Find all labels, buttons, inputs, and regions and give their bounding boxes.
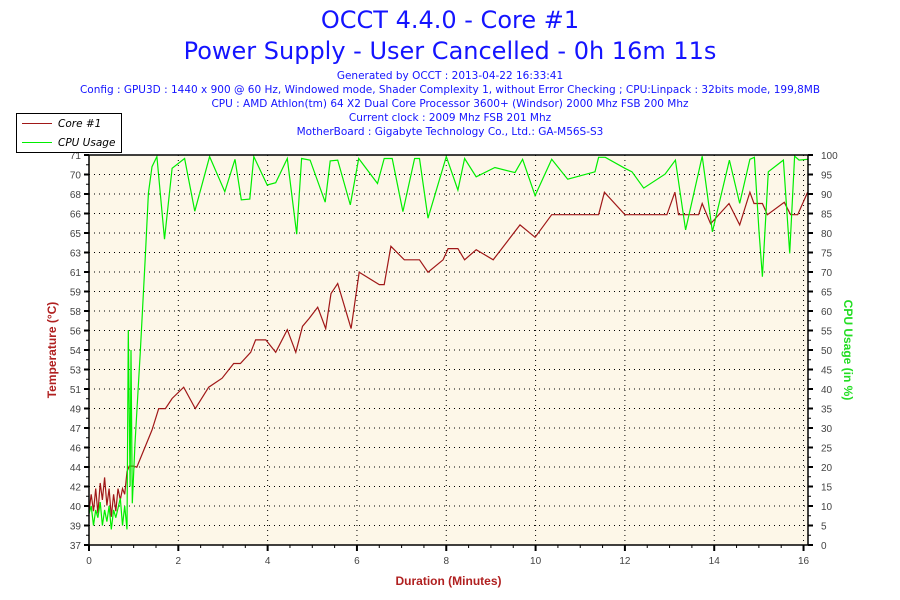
y2-tick-label: 60 bbox=[821, 307, 833, 318]
y2-tick-label: 45 bbox=[821, 366, 833, 377]
y-tick-label: 37 bbox=[70, 541, 82, 552]
y-tick-label: 40 bbox=[70, 502, 82, 513]
y-tick-label: 68 bbox=[70, 190, 82, 201]
legend-label-cpu: CPU Usage bbox=[58, 136, 116, 149]
legend-item-core: Core #1 bbox=[17, 114, 121, 133]
y-tick-label: 49 bbox=[70, 405, 82, 416]
y2-tick-label: 40 bbox=[821, 385, 833, 396]
chart-subtitle: Power Supply - User Cancelled - 0h 16m 1… bbox=[183, 37, 717, 65]
chart-title: OCCT 4.4.0 - Core #1 bbox=[320, 6, 580, 34]
y2-tick-label: 50 bbox=[821, 346, 833, 357]
y-tick-label: 59 bbox=[70, 288, 82, 299]
y-tick-label: 42 bbox=[70, 483, 82, 494]
y2-tick-label: 100 bbox=[821, 151, 838, 162]
x-tick-label: 8 bbox=[443, 556, 449, 567]
generated-info: Generated by OCCT : 2013-04-22 16:33:41 bbox=[336, 70, 564, 82]
y-tick-label: 71 bbox=[70, 151, 82, 162]
y-tick-label: 51 bbox=[70, 385, 82, 396]
y2-tick-label: 30 bbox=[821, 424, 833, 435]
y2-tick-label: 75 bbox=[821, 249, 833, 260]
y2-tick-label: 90 bbox=[821, 190, 833, 201]
y2-tick-label: 25 bbox=[821, 444, 833, 455]
legend-swatch-core bbox=[22, 123, 52, 124]
y-tick-label: 47 bbox=[70, 424, 82, 435]
clock-info: Current clock : 2009 Mhz FSB 201 Mhz bbox=[348, 112, 552, 124]
series-line-cpu-usage bbox=[88, 154, 808, 530]
x-tick-label: 16 bbox=[798, 556, 810, 567]
x-tick-label: 2 bbox=[176, 556, 182, 567]
y-tick-label: 53 bbox=[70, 366, 82, 377]
y-tick-label: 61 bbox=[70, 268, 82, 279]
legend-swatch-cpu bbox=[22, 142, 52, 143]
y-tick-label: 66 bbox=[70, 210, 82, 221]
x-tick-label: 10 bbox=[530, 556, 542, 567]
y2-tick-label: 20 bbox=[821, 463, 833, 474]
config-info: Config : GPU3D : 1440 x 900 @ 60 Hz, Win… bbox=[79, 84, 821, 96]
y2-tick-label: 80 bbox=[821, 229, 833, 240]
legend-label-core: Core #1 bbox=[58, 117, 102, 130]
y-tick-label: 70 bbox=[70, 171, 82, 182]
legend-item-cpu: CPU Usage bbox=[17, 133, 121, 152]
y2-tick-label: 0 bbox=[821, 541, 827, 552]
plot-border bbox=[88, 154, 809, 546]
y2-tick-label: 85 bbox=[821, 210, 833, 221]
y2-axis-label: CPU Usage (in %) bbox=[841, 300, 855, 401]
y2-tick-label: 15 bbox=[821, 483, 833, 494]
x-tick-label: 12 bbox=[619, 556, 631, 567]
y-tick-label: 46 bbox=[70, 444, 82, 455]
y2-tick-label: 55 bbox=[821, 327, 833, 338]
cpu-info: CPU : AMD Athlon(tm) 64 X2 Dual Core Pro… bbox=[211, 98, 689, 110]
y2-tick-label: 95 bbox=[821, 171, 833, 182]
y-tick-label: 58 bbox=[70, 307, 82, 318]
motherboard-info: MotherBoard : Gigabyte Technology Co., L… bbox=[296, 126, 604, 138]
y-tick-label: 63 bbox=[70, 249, 82, 260]
y2-tick-label: 10 bbox=[821, 502, 833, 513]
x-tick-label: 0 bbox=[86, 556, 92, 567]
x-axis-label: Duration (Minutes) bbox=[396, 574, 502, 588]
series-line-core-1 bbox=[88, 190, 809, 517]
x-tick-label: 4 bbox=[265, 556, 271, 567]
y-tick-label: 39 bbox=[70, 522, 82, 533]
y-tick-label: 54 bbox=[70, 346, 82, 357]
y-tick-label: 44 bbox=[70, 463, 82, 474]
y2-tick-label: 5 bbox=[821, 522, 827, 533]
y-tick-label: 56 bbox=[70, 327, 82, 338]
y-tick-label: 65 bbox=[70, 229, 82, 240]
y2-tick-label: 65 bbox=[821, 288, 833, 299]
plot-area bbox=[89, 155, 808, 545]
x-tick-label: 6 bbox=[354, 556, 360, 567]
y-axis-label: Temperature (°C) bbox=[45, 302, 59, 399]
x-tick-label: 14 bbox=[709, 556, 721, 567]
y2-tick-label: 35 bbox=[821, 405, 833, 416]
y2-tick-label: 70 bbox=[821, 268, 833, 279]
legend: Core #1 CPU Usage bbox=[16, 113, 122, 153]
